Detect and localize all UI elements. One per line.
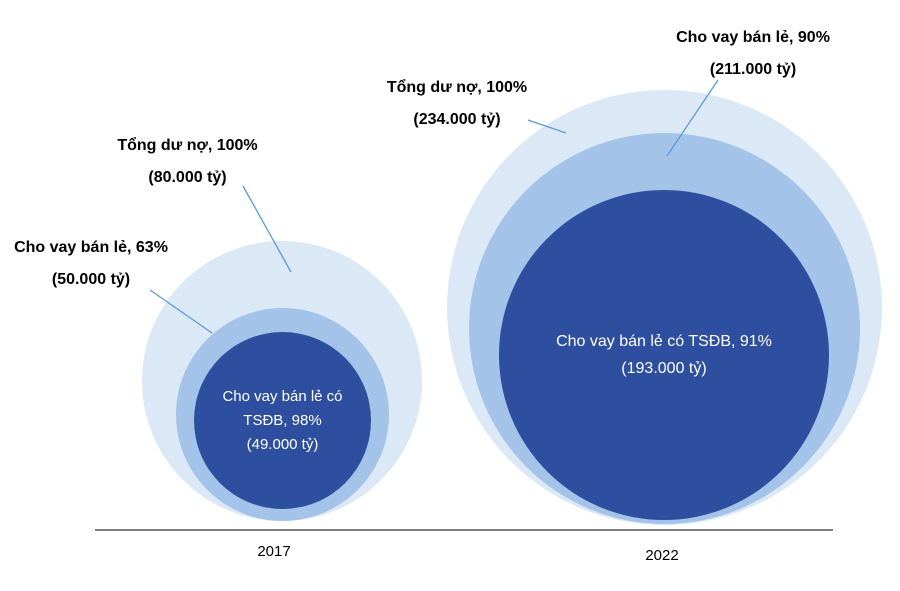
label-2017-total-value: (80.000 tỷ) [148,169,227,186]
circle-2017-secured-label: Cho vay bán lẻ có TSĐB, 98% (49.000 tỷ) [222,385,342,457]
x-axis-label-2017: 2017 [257,543,291,560]
secured-2017-line2: TSĐB, 98% [243,411,322,429]
x-axis-label-2022: 2022 [645,547,679,564]
label-2022-retail: Cho vay bán lẻ, 90% (211.000 tỷ) [652,22,854,86]
label-2022-retail-text: Cho vay bán lẻ, 90% [676,29,830,46]
secured-2022-value: (193.000 tỷ) [621,360,707,377]
label-2017-retail-text: Cho vay bán lẻ, 63% [14,239,168,256]
circle-2022-secured-label: Cho vay bán lẻ có TSĐB, 91% (193.000 tỷ) [556,328,772,382]
label-2022-total: Tổng dư nợ, 100% (234.000 tỷ) [366,72,548,136]
label-2017-retail: Cho vay bán lẻ, 63% (50.000 tỷ) [6,232,176,296]
circle-2017-secured: Cho vay bán lẻ có TSĐB, 98% (49.000 tỷ) [194,332,371,509]
secured-2022-line1: Cho vay bán lẻ có TSĐB, 91% [556,333,772,350]
circle-2022-secured: Cho vay bán lẻ có TSĐB, 91% (193.000 tỷ) [499,190,829,520]
label-2017-retail-value: (50.000 tỷ) [51,271,131,288]
secured-2017-value: (49.000 tỷ) [246,435,319,453]
label-2017-total: Tổng dư nợ, 100% (80.000 tỷ) [100,130,275,194]
label-2022-retail-value: (211.000 tỷ) [709,61,797,78]
label-2022-total-value: (234.000 tỷ) [413,111,501,128]
secured-2017-line1: Cho vay bán lẻ có [222,387,343,405]
label-2017-total-text: Tổng dư nợ, 100% [117,137,258,154]
label-2022-total-text: Tổng dư nợ, 100% [386,79,528,96]
